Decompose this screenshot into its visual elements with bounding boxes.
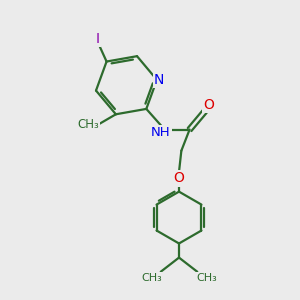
Text: O: O [174,171,184,185]
Text: CH₃: CH₃ [196,273,217,283]
Text: N: N [154,73,164,87]
Text: NH: NH [151,126,171,139]
Text: I: I [96,32,100,46]
Text: CH₃: CH₃ [141,273,162,283]
Text: CH₃: CH₃ [78,118,99,131]
Text: O: O [203,98,214,112]
